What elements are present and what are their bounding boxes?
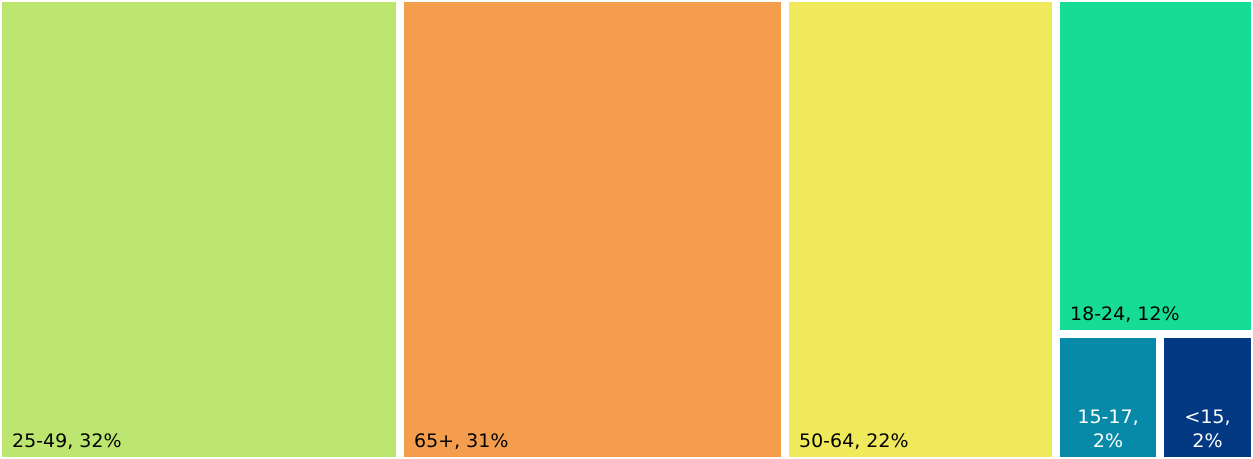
tile-label: 2%	[1093, 430, 1123, 452]
tile-65[interactable]: 65+, 31%	[404, 2, 781, 457]
tile-rect[interactable]	[2, 2, 396, 457]
tile-rect[interactable]	[789, 2, 1052, 457]
tile-15[interactable]: <15,2%	[1164, 338, 1251, 457]
tile-label: 65+, 31%	[414, 430, 508, 452]
tile-18-24[interactable]: 18-24, 12%	[1060, 2, 1251, 330]
tile-25-49[interactable]: 25-49, 32%	[2, 2, 396, 457]
tile-rect[interactable]	[1060, 2, 1251, 330]
tile-label: 25-49, 32%	[12, 430, 122, 452]
tile-rect[interactable]	[1060, 338, 1156, 457]
tile-15-17[interactable]: 15-17,2%	[1060, 338, 1156, 457]
tile-label: 50-64, 22%	[799, 430, 909, 452]
tile-label: 15-17,	[1077, 406, 1138, 428]
tile-label: <15,	[1184, 406, 1230, 428]
tile-rect[interactable]	[404, 2, 781, 457]
tile-label: 2%	[1192, 430, 1222, 452]
tile-50-64[interactable]: 50-64, 22%	[789, 2, 1052, 457]
tile-rect[interactable]	[1164, 338, 1251, 457]
tile-label: 18-24, 12%	[1070, 303, 1180, 325]
